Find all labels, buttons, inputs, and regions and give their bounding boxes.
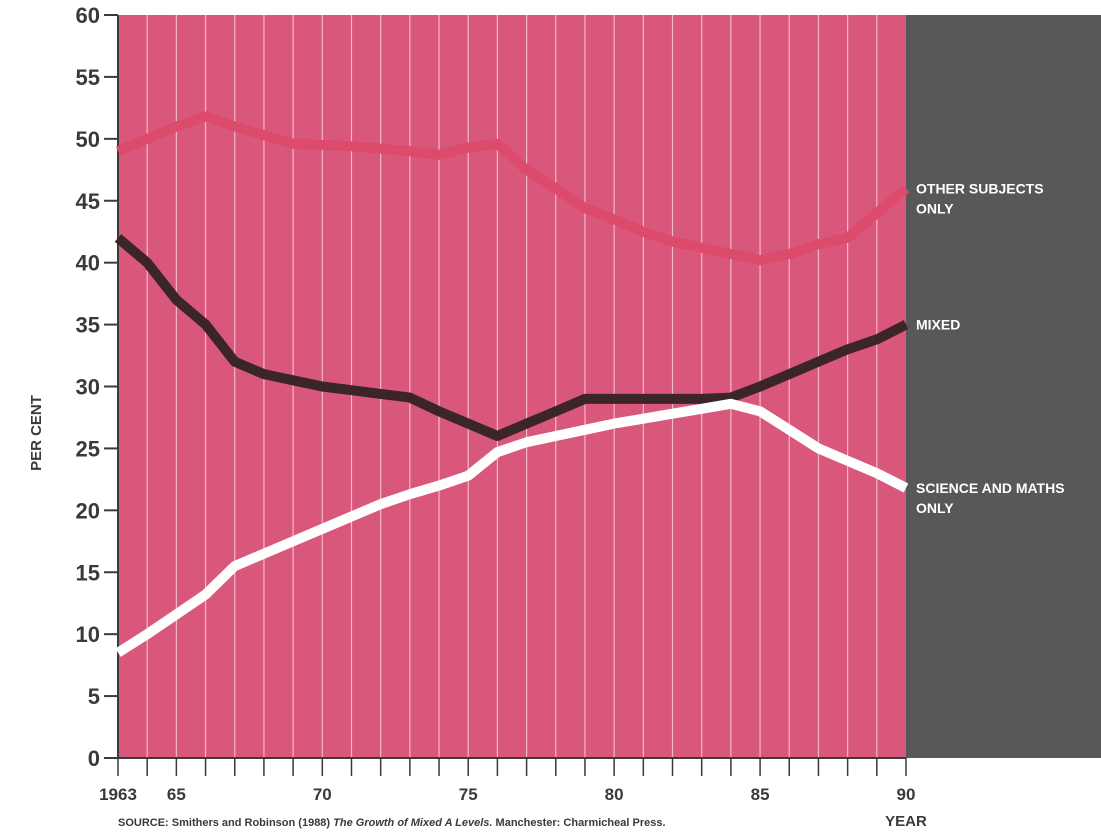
y-axis-title: PER CENT <box>28 395 45 471</box>
x-tick-label: 65 <box>167 785 186 804</box>
y-tick-label: 40 <box>76 251 100 276</box>
y-tick-label: 55 <box>76 65 100 90</box>
series-line-1 <box>116 111 910 266</box>
source-title: The Growth of Mixed A Levels. <box>333 817 492 829</box>
y-tick-label: 5 <box>88 684 100 709</box>
y-tick-label: 20 <box>76 498 100 523</box>
y-tick-label: 25 <box>76 436 100 461</box>
y-tick-label: 60 <box>76 3 100 28</box>
x-tick-label: 1963 <box>99 785 137 804</box>
series-label-1: ONLY <box>916 200 954 216</box>
x-axis-title: YEAR <box>885 813 927 830</box>
source-prefix: SOURCE: Smithers and Robinson (1988) <box>118 817 330 829</box>
series-labels: OTHER SUBJECTS ONLY MIXED SCIENCE AND MATHS… <box>916 180 1065 516</box>
source-note: SOURCE: Smithers and Robinson (1988) The… <box>118 817 666 829</box>
y-tick-label: 45 <box>76 189 100 214</box>
series-label-1: OTHER SUBJECTS <box>916 180 1044 196</box>
x-tick-label: 75 <box>459 785 478 804</box>
source-suffix: Manchester: Charmicheal Press. <box>496 817 666 829</box>
axes: 0 5 10 15 20 25 30 35 40 45 50 55 60 1963 65 70 75 80 85 90 <box>76 3 916 804</box>
y-tick-label: 30 <box>76 375 100 400</box>
y-tick-label: 15 <box>76 560 100 585</box>
y-tick-label: 10 <box>76 622 100 647</box>
series-lines <box>114 111 910 657</box>
series-label-3: SCIENCE AND MATHS <box>916 480 1065 496</box>
x-tick-label: 70 <box>313 785 332 804</box>
series-line-3 <box>115 398 909 657</box>
plot-background <box>118 15 906 758</box>
x-tick-label: 80 <box>605 785 624 804</box>
series-line-2 <box>114 234 909 441</box>
y-tick-label: 0 <box>88 746 100 771</box>
series-label-2: MIXED <box>916 317 960 333</box>
x-tick-label: 90 <box>897 785 916 804</box>
y-tick-label: 35 <box>76 313 100 338</box>
y-tick-label: 50 <box>76 127 100 152</box>
series-label-3: ONLY <box>916 500 954 516</box>
label-panel <box>906 15 1101 758</box>
x-tick-label: 85 <box>751 785 770 804</box>
